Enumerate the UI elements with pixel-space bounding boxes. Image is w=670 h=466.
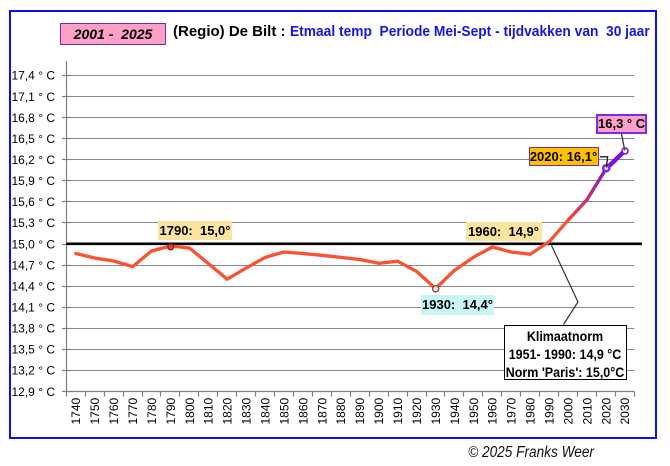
svg-text:1760: 1760 xyxy=(107,397,121,424)
svg-text:1740: 1740 xyxy=(69,397,83,424)
svg-text:15,3 ° C: 15,3 ° C xyxy=(12,216,56,230)
svg-text:1820: 1820 xyxy=(221,397,235,424)
svg-text:16,5 ° C: 16,5 ° C xyxy=(12,132,56,146)
svg-text:1960: 1960 xyxy=(486,397,500,424)
svg-text:15,6 ° C: 15,6 ° C xyxy=(12,195,56,209)
svg-text:1770: 1770 xyxy=(126,397,140,424)
svg-text:1850: 1850 xyxy=(277,397,291,424)
svg-text:1800: 1800 xyxy=(183,397,197,424)
svg-text:1950: 1950 xyxy=(467,397,481,424)
svg-text:1880: 1880 xyxy=(334,397,348,424)
svg-text:17,1 ° C: 17,1 ° C xyxy=(12,90,56,104)
svg-text:13,8 ° C: 13,8 ° C xyxy=(12,322,56,336)
svg-text:14,7 ° C: 14,7 ° C xyxy=(12,258,56,272)
svg-text:1890: 1890 xyxy=(353,397,367,424)
svg-text:1750: 1750 xyxy=(88,397,102,424)
svg-text:13,2 ° C: 13,2 ° C xyxy=(12,364,56,378)
svg-text:2000: 2000 xyxy=(561,397,575,424)
svg-text:2030: 2030 xyxy=(618,397,632,424)
svg-text:16,2 ° C: 16,2 ° C xyxy=(12,153,56,167)
svg-text:1870: 1870 xyxy=(315,397,329,424)
svg-text:1990: 1990 xyxy=(543,397,557,424)
svg-text:1940: 1940 xyxy=(448,397,462,424)
svg-text:1790: 1790 xyxy=(164,397,178,424)
svg-text:15,0 ° C: 15,0 ° C xyxy=(12,237,56,251)
svg-text:1910: 1910 xyxy=(391,397,405,424)
svg-text:14,4 ° C: 14,4 ° C xyxy=(12,279,56,293)
svg-text:17,4 ° C: 17,4 ° C xyxy=(12,69,56,83)
svg-text:1920: 1920 xyxy=(410,397,424,424)
svg-text:12,9 ° C: 12,9 ° C xyxy=(12,385,56,399)
svg-text:15,9 ° C: 15,9 ° C xyxy=(12,174,56,188)
svg-text:2020: 2020 xyxy=(599,397,613,424)
svg-text:14,1 ° C: 14,1 ° C xyxy=(12,301,56,315)
svg-text:1830: 1830 xyxy=(240,397,254,424)
svg-text:16,8 ° C: 16,8 ° C xyxy=(12,111,56,125)
svg-text:1780: 1780 xyxy=(145,397,159,424)
svg-text:1970: 1970 xyxy=(505,397,519,424)
svg-text:1930: 1930 xyxy=(429,397,443,424)
svg-text:2010: 2010 xyxy=(580,397,594,424)
svg-text:13,5 ° C: 13,5 ° C xyxy=(12,343,56,357)
svg-text:1810: 1810 xyxy=(202,397,216,424)
svg-text:1840: 1840 xyxy=(259,397,273,424)
svg-text:1900: 1900 xyxy=(372,397,386,424)
svg-text:1980: 1980 xyxy=(524,397,538,424)
svg-text:1860: 1860 xyxy=(296,397,310,424)
